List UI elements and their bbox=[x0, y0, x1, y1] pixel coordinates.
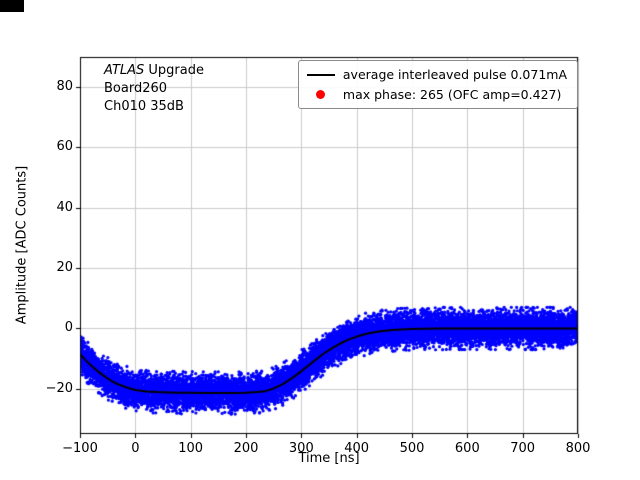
x-tick-label: 0 bbox=[131, 441, 140, 456]
x-tick-label: 400 bbox=[344, 441, 370, 456]
annotation-line3: Ch010 35dB bbox=[104, 99, 184, 114]
y-tick-label: 0 bbox=[64, 320, 73, 336]
x-tick-label: 700 bbox=[510, 441, 536, 456]
y-tick-label: 80 bbox=[56, 79, 73, 95]
plot-annotation: ATLAS Upgrade Board260 Ch010 35dB bbox=[104, 62, 204, 116]
y-tick-label: 40 bbox=[56, 199, 73, 215]
annotation-atlas: ATLAS bbox=[104, 63, 145, 78]
y-tick-label: −20 bbox=[45, 380, 73, 396]
x-tick-label: 100 bbox=[178, 441, 204, 456]
x-tick-label: 300 bbox=[288, 441, 314, 456]
legend-label-average: average interleaved pulse 0.071mA bbox=[342, 67, 567, 82]
y-axis-label: Amplitude [ADC Counts] bbox=[14, 165, 30, 325]
legend-line-marker bbox=[306, 73, 335, 76]
x-axis-label: Time [ns] bbox=[298, 451, 360, 466]
y-tick-label: 20 bbox=[56, 260, 73, 276]
annotation-line2: Board260 bbox=[104, 81, 168, 96]
dot-sample-icon bbox=[316, 90, 326, 99]
legend-label-maxphase: max phase: 265 (OFC amp=0.427) bbox=[342, 87, 562, 102]
legend-entry-average: average interleaved pulse 0.071mA bbox=[306, 67, 567, 82]
x-tick-label: 800 bbox=[565, 441, 591, 456]
x-tick-label: −100 bbox=[62, 441, 98, 456]
annotation-upgrade: Upgrade bbox=[144, 63, 204, 78]
y-tick-label: 60 bbox=[56, 139, 73, 155]
line-sample-icon bbox=[306, 73, 335, 76]
legend-dot-marker bbox=[307, 90, 335, 99]
screenshot-artifact bbox=[0, 0, 24, 12]
legend-entry-maxphase: max phase: 265 (OFC amp=0.427) bbox=[307, 87, 567, 102]
x-tick-label: 600 bbox=[454, 441, 480, 456]
x-tick-label: 500 bbox=[399, 441, 425, 456]
annotation-line1: ATLAS Upgrade bbox=[104, 62, 204, 80]
legend: average interleaved pulse 0.071mA max ph… bbox=[297, 60, 578, 109]
x-tick-label: 200 bbox=[233, 441, 259, 456]
